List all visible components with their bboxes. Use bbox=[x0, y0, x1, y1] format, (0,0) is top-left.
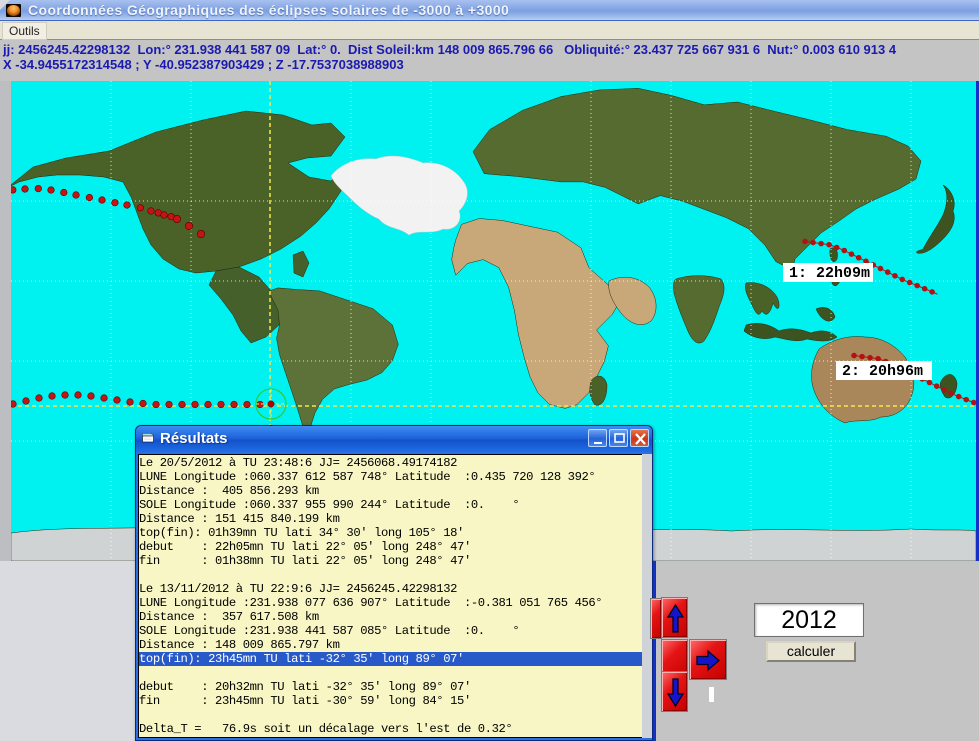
svg-text:2: 20h96m: 2: 20h96m bbox=[842, 363, 923, 380]
svg-text:1: 22h09m: 1: 22h09m bbox=[789, 265, 870, 282]
